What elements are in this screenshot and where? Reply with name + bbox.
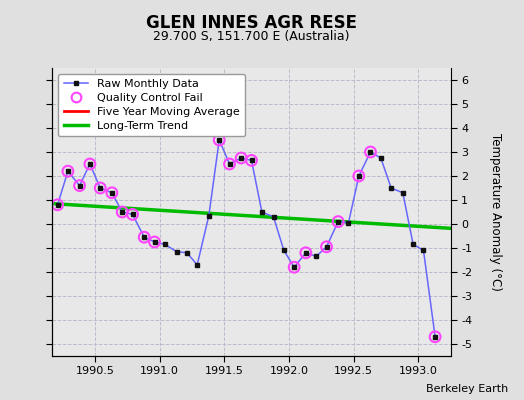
Point [140,234,148,240]
Point [53,202,62,208]
Text: GLEN INNES AGR RESE: GLEN INNES AGR RESE [146,14,357,32]
Point [215,137,223,143]
Point [247,157,256,164]
Point [302,250,310,256]
Point [290,264,298,270]
Point [355,173,363,179]
Point [237,155,245,161]
Point [64,168,72,174]
Point [96,185,104,191]
Y-axis label: Temperature Anomaly (°C): Temperature Anomaly (°C) [489,133,502,291]
Point [334,218,342,225]
Point [128,211,137,218]
Text: 29.700 S, 151.700 E (Australia): 29.700 S, 151.700 E (Australia) [153,30,350,43]
Point [366,149,375,155]
Point [150,239,159,245]
Point [118,209,126,215]
Legend: Raw Monthly Data, Quality Control Fail, Five Year Moving Average, Long-Term Tren: Raw Monthly Data, Quality Control Fail, … [58,74,245,136]
Point [86,161,94,167]
Point [75,182,84,189]
Point [225,161,234,167]
Point [431,334,439,340]
Point [322,244,331,250]
Point [108,190,116,196]
Text: Berkeley Earth: Berkeley Earth [426,384,508,394]
